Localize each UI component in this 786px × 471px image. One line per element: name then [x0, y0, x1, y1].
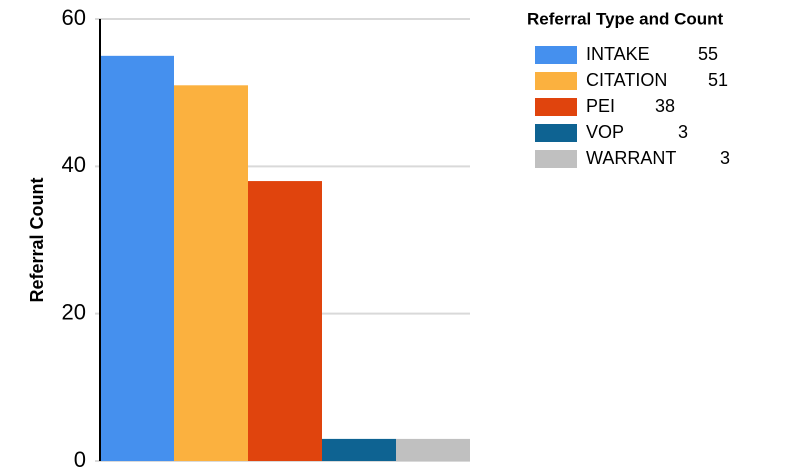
legend-label: VOP	[586, 122, 624, 142]
bar	[100, 55, 174, 461]
bar	[322, 438, 396, 461]
legend-label: INTAKE	[586, 44, 650, 64]
y-tick-label: 0	[74, 447, 86, 471]
legend-swatch	[535, 72, 577, 90]
legend-title: Referral Type and Count	[527, 9, 723, 28]
legend-swatch	[535, 150, 577, 168]
legend-swatch	[535, 124, 577, 142]
y-tick-label: 20	[62, 299, 86, 324]
legend-swatch	[535, 46, 577, 64]
legend-label: PEI	[586, 96, 615, 116]
legend-value: 3	[720, 148, 730, 168]
legend-value: 38	[655, 96, 675, 116]
y-tick-label: 60	[62, 5, 86, 30]
bar	[396, 438, 470, 461]
y-tick-label: 40	[62, 152, 86, 177]
legend-swatch	[535, 98, 577, 116]
legend-label: WARRANT	[586, 148, 676, 168]
legend-label: CITATION	[586, 70, 667, 90]
legend-value: 55	[698, 44, 718, 64]
legend-value: 3	[678, 122, 688, 142]
bar	[174, 85, 248, 462]
legend-value: 51	[708, 70, 728, 90]
bar	[248, 181, 322, 462]
y-axis-label: Referral Count	[27, 177, 47, 302]
